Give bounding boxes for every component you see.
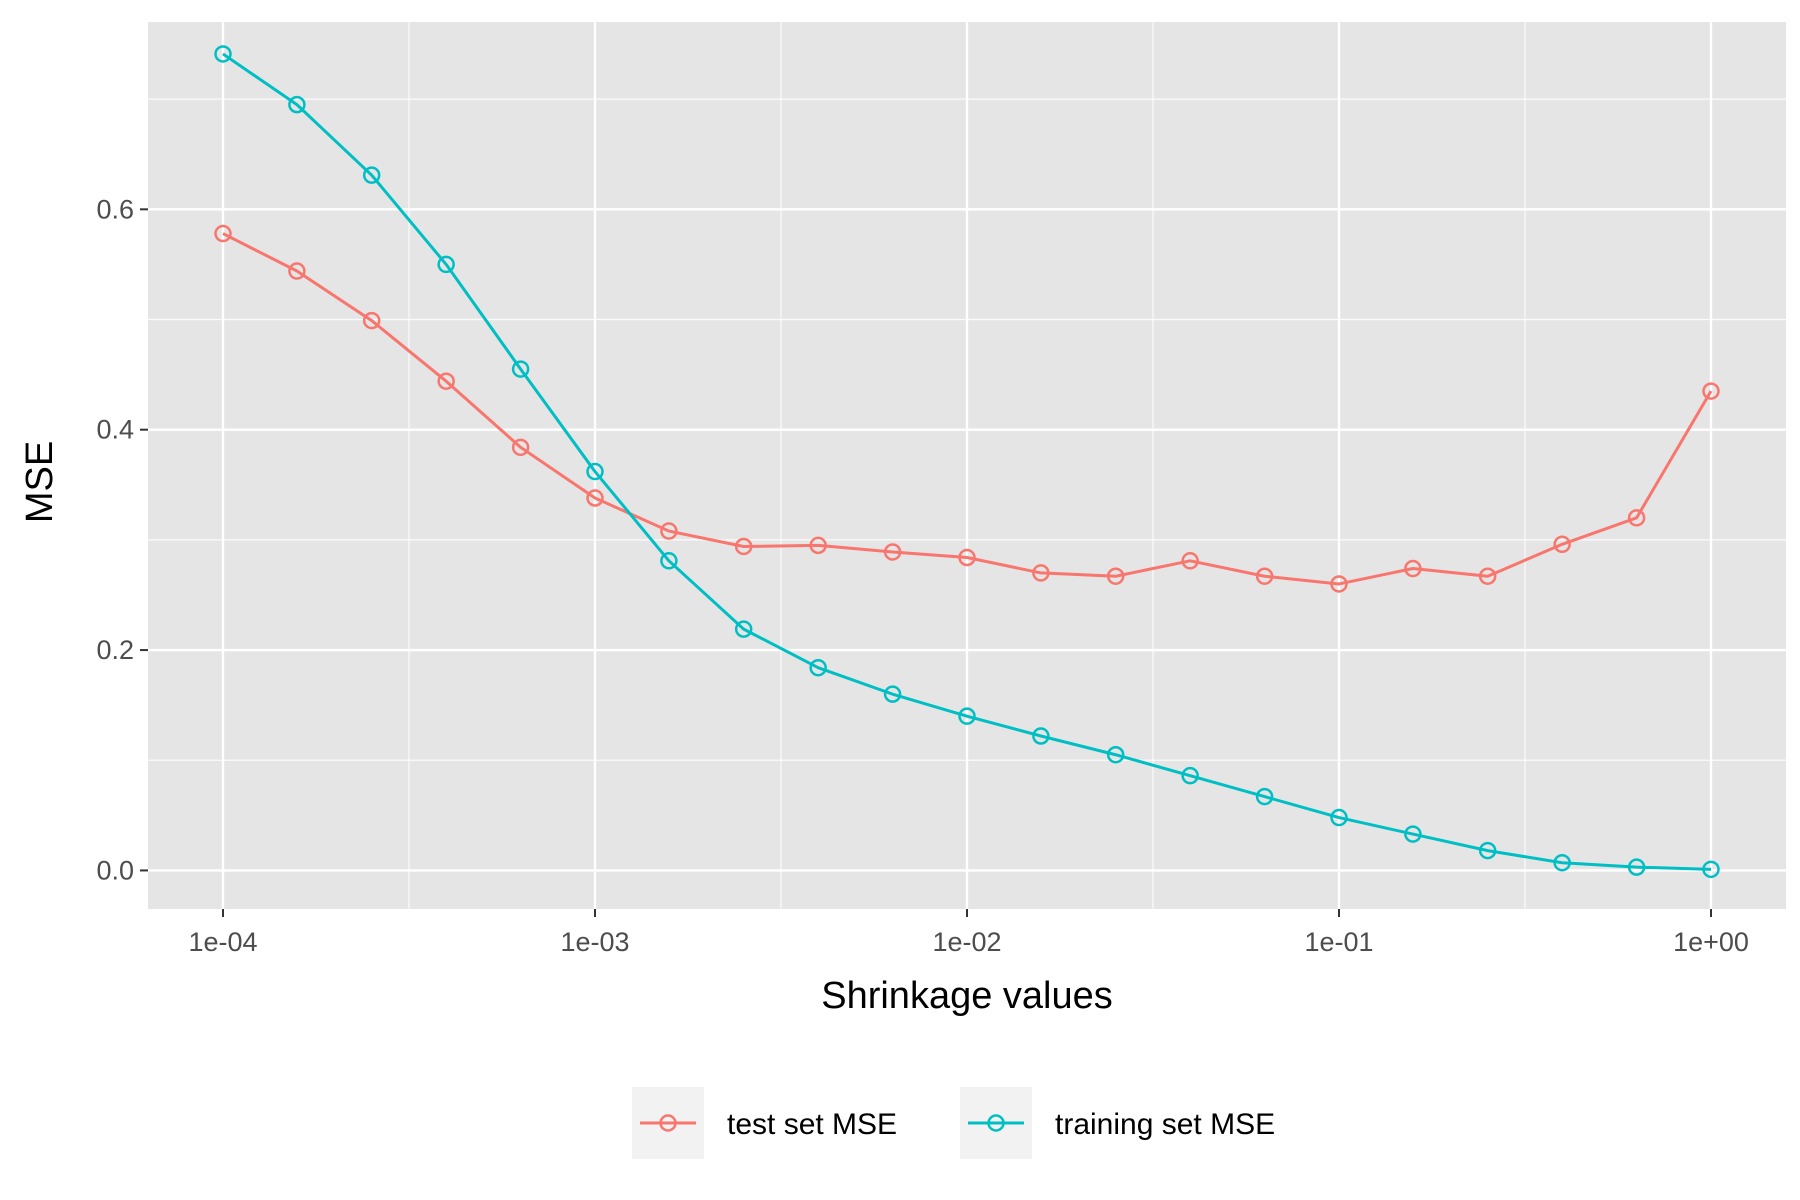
data-point-test xyxy=(1478,567,1497,585)
data-point-test xyxy=(586,489,604,507)
x-axis-title: Shrinkage values xyxy=(821,975,1113,1017)
legend-label-train: training set MSE xyxy=(1055,1108,1275,1141)
x-tick-label: 1e-02 xyxy=(932,927,1001,957)
data-point-train xyxy=(511,360,530,378)
data-point-train xyxy=(883,685,902,703)
y-tick-label: 0.0 xyxy=(96,855,134,885)
legend-key-train-marker xyxy=(987,1114,1005,1132)
data-point-test xyxy=(1553,535,1571,554)
data-point-train xyxy=(660,552,678,570)
y-axis: 0.0 0.2 0.4 0.6 xyxy=(96,194,148,885)
data-point-test xyxy=(1627,509,1646,527)
data-point-train xyxy=(1330,808,1348,827)
grid-lines xyxy=(148,22,1786,909)
data-point-test xyxy=(437,372,455,390)
y-tick-label: 0.6 xyxy=(96,194,134,224)
data-point-test xyxy=(958,548,976,567)
x-axis: 1e-04 1e-03 1e-02 1e-01 1e+00 xyxy=(188,909,1749,957)
x-tick-label: 1e-01 xyxy=(1304,927,1373,957)
data-point-train xyxy=(734,620,753,638)
data-point-train xyxy=(437,255,455,274)
data-point-train xyxy=(809,658,827,677)
data-point-train xyxy=(1553,853,1571,872)
data-point-test xyxy=(1106,567,1125,585)
data-point-train xyxy=(958,707,976,725)
data-point-test xyxy=(1404,559,1422,578)
data-point-test xyxy=(660,522,678,540)
data-point-test xyxy=(288,262,306,280)
y-tick-label: 0.2 xyxy=(96,635,134,665)
data-point-train xyxy=(1404,825,1422,843)
series-line-test xyxy=(222,232,1713,586)
data-point-train xyxy=(1181,766,1199,785)
data-point-train xyxy=(362,166,381,184)
data-point-test xyxy=(809,536,827,555)
data-point-train xyxy=(1627,858,1646,876)
data-point-train xyxy=(214,45,232,63)
data-point-test xyxy=(1330,575,1348,593)
data-point-train xyxy=(288,95,306,114)
x-tick-label: 1e+00 xyxy=(1673,927,1749,957)
data-point-train xyxy=(586,462,604,481)
y-axis-title: MSE xyxy=(19,441,61,523)
legend-key-test-marker xyxy=(659,1114,677,1132)
data-point-test xyxy=(511,438,530,457)
data-point-test xyxy=(883,543,902,561)
data-point-train xyxy=(1478,841,1497,860)
data-point-train xyxy=(1106,745,1125,764)
data-point-test xyxy=(1702,382,1720,400)
data-point-test xyxy=(214,224,232,243)
legend-label-test: test set MSE xyxy=(727,1108,897,1141)
legend: test set MSE training set MSE xyxy=(632,1087,1275,1159)
x-tick-label: 1e-03 xyxy=(560,927,629,957)
data-point-train xyxy=(1032,727,1050,745)
data-point-test xyxy=(1032,564,1050,582)
data-point-test xyxy=(1255,567,1274,585)
series-line-train xyxy=(222,52,1712,871)
data-point-train xyxy=(1255,787,1274,806)
y-tick-label: 0.4 xyxy=(96,415,134,445)
data-point-train xyxy=(1702,860,1720,879)
series-layer xyxy=(214,45,1720,879)
x-tick-label: 1e-04 xyxy=(188,927,257,957)
data-point-test xyxy=(362,311,381,330)
data-point-test xyxy=(1181,552,1199,570)
data-point-test xyxy=(734,537,753,556)
